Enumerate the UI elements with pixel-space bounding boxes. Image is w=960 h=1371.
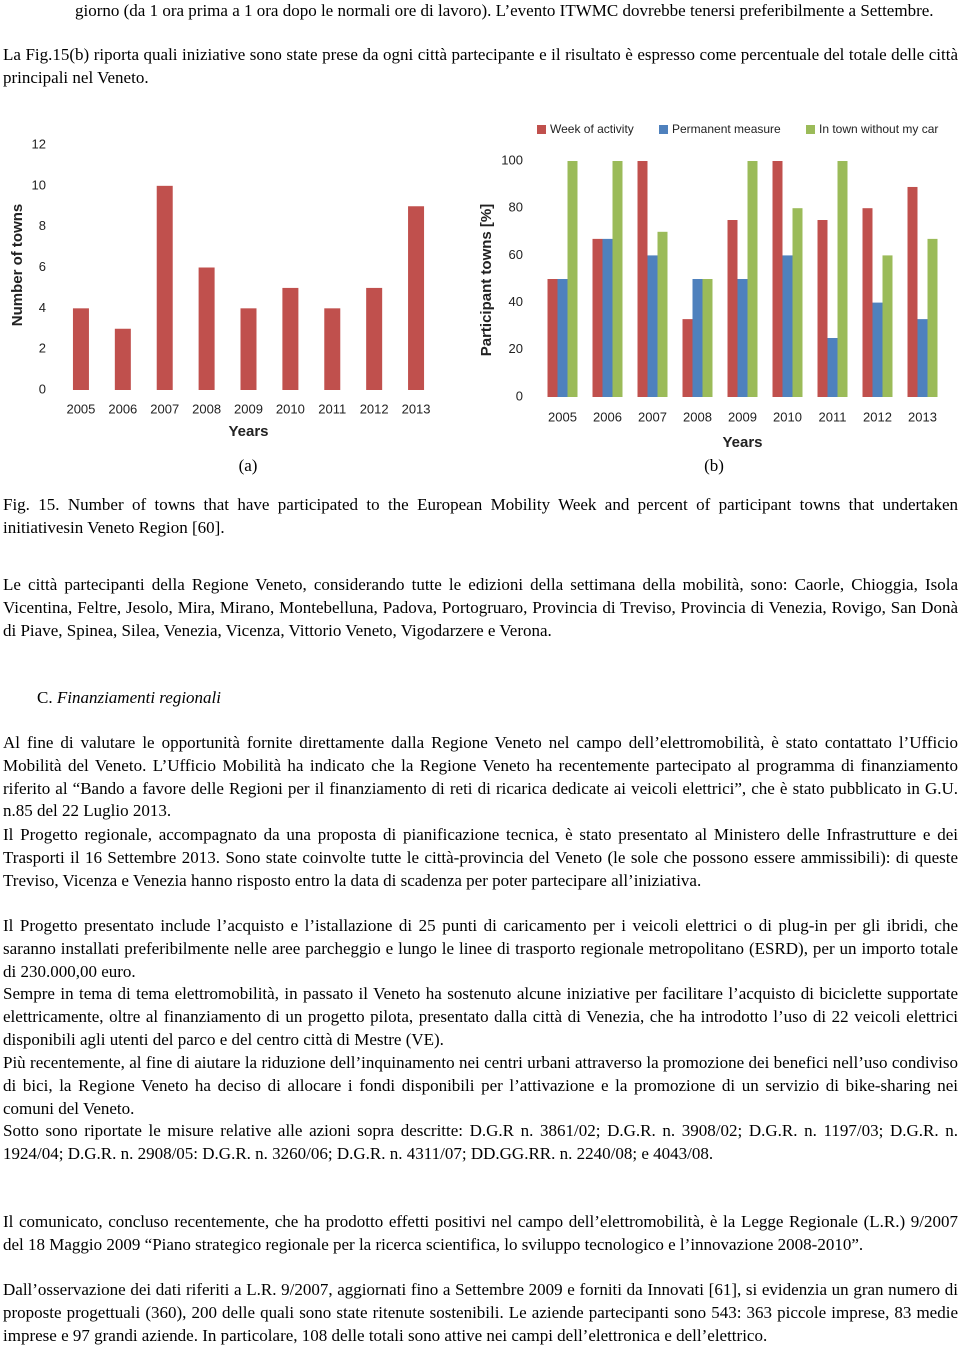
bar xyxy=(240,308,257,390)
bar xyxy=(917,319,928,397)
bar xyxy=(792,208,803,397)
x-tick-label: 2010 xyxy=(773,409,802,424)
y-tick-label: 40 xyxy=(509,294,523,309)
bar xyxy=(827,338,838,397)
bar xyxy=(862,208,873,397)
paragraph: Più recentemente, al fine di aiutare la … xyxy=(3,1053,958,1118)
bar xyxy=(692,279,703,397)
bar xyxy=(657,231,668,397)
bar xyxy=(366,287,383,390)
x-tick-label: 2013 xyxy=(402,401,431,416)
y-tick-label: 2 xyxy=(39,341,46,356)
x-tick-label: 2012 xyxy=(863,409,892,424)
legend-marker xyxy=(806,125,815,134)
y-tick-label: 12 xyxy=(32,136,46,151)
bar xyxy=(408,206,425,390)
bar xyxy=(837,161,848,397)
bar xyxy=(324,308,341,390)
x-tick-label: 2007 xyxy=(150,401,179,416)
y-tick-label: 60 xyxy=(509,247,523,262)
x-tick-label: 2013 xyxy=(908,409,937,424)
x-tick-label: 2008 xyxy=(192,401,221,416)
y-tick-label: 0 xyxy=(39,381,46,396)
x-tick-label: 2010 xyxy=(276,401,305,416)
x-tick-label: 2006 xyxy=(593,409,622,424)
bar xyxy=(682,319,693,397)
y-tick-label: 10 xyxy=(32,177,46,192)
y-axis-label: Participant towns [%] xyxy=(478,204,495,357)
bar xyxy=(882,255,893,397)
bar xyxy=(114,328,131,390)
bar xyxy=(612,161,623,397)
bar xyxy=(907,186,918,397)
y-tick-label: 100 xyxy=(501,152,523,167)
chart-caption: (a) xyxy=(239,456,258,475)
legend-marker xyxy=(659,125,668,134)
x-axis-label: Years xyxy=(228,423,268,440)
paragraph: Sempre in tema di tema elettromobilità, … xyxy=(3,984,958,1049)
y-tick-label: 8 xyxy=(39,218,46,233)
paragraph: Al fine di valutare le opportunità forni… xyxy=(3,733,958,821)
legend-marker xyxy=(537,125,546,134)
bar xyxy=(727,220,738,397)
paragraph: Il Progetto regionale, accompagnato da u… xyxy=(3,825,958,890)
bar xyxy=(747,161,758,397)
x-tick-label: 2007 xyxy=(638,409,667,424)
chart-caption: (b) xyxy=(704,456,724,475)
y-tick-label: 4 xyxy=(39,300,46,315)
paragraph: Dall’osservazione dei dati riferiti a L.… xyxy=(3,1280,958,1345)
x-tick-label: 2011 xyxy=(819,409,847,424)
paragraph: giorno (da 1 ora prima a 1 ora dopo le n… xyxy=(75,1,934,20)
paragraph: Sotto sono riportate le misure relative … xyxy=(3,1121,958,1163)
bar xyxy=(602,238,613,397)
paragraph: Il comunicato, concluso recentemente, ch… xyxy=(3,1212,958,1254)
bar xyxy=(282,287,299,390)
figure-caption: Fig. 15. Number of towns that have parti… xyxy=(3,495,958,537)
bar xyxy=(198,267,215,390)
y-axis-label: Number of towns xyxy=(9,204,26,327)
legend-label: In town without my car xyxy=(819,122,938,136)
bar xyxy=(872,302,883,397)
legend-label: Permanent measure xyxy=(672,122,781,136)
x-tick-label: 2009 xyxy=(728,409,757,424)
paragraph: La Fig.15(b) riporta quali iniziative so… xyxy=(3,45,958,87)
x-tick-label: 2005 xyxy=(548,409,577,424)
x-tick-label: 2008 xyxy=(683,409,712,424)
bar xyxy=(647,255,658,397)
x-tick-label: 2012 xyxy=(360,401,389,416)
bar xyxy=(547,279,558,397)
paragraph: Le città partecipanti della Regione Vene… xyxy=(3,575,958,640)
legend-label: Week of activity xyxy=(550,122,634,136)
x-axis-label: Years xyxy=(722,434,762,451)
bar xyxy=(782,255,793,397)
bar xyxy=(817,220,828,397)
x-tick-label: 2006 xyxy=(108,401,137,416)
y-tick-label: 6 xyxy=(39,259,46,274)
bar xyxy=(637,161,648,397)
bar xyxy=(592,238,603,397)
bar xyxy=(702,279,713,397)
y-tick-label: 0 xyxy=(516,388,523,403)
bar xyxy=(737,279,748,397)
paragraph: Il Progetto presentato include l’acquist… xyxy=(3,916,958,981)
x-tick-label: 2005 xyxy=(66,401,95,416)
x-tick-label: 2011 xyxy=(318,401,346,416)
bar xyxy=(156,185,173,390)
bar xyxy=(72,308,89,390)
y-tick-label: 80 xyxy=(509,200,523,215)
bar xyxy=(557,279,568,397)
bar xyxy=(772,161,783,397)
heading-title: Finanziamenti regionali xyxy=(56,688,222,707)
x-tick-label: 2009 xyxy=(234,401,263,416)
heading-number: C. xyxy=(37,688,53,707)
bar xyxy=(567,161,578,397)
y-tick-label: 20 xyxy=(509,341,523,356)
section-heading: C. Finanziamenti regionali xyxy=(37,687,637,710)
bar xyxy=(927,238,938,397)
